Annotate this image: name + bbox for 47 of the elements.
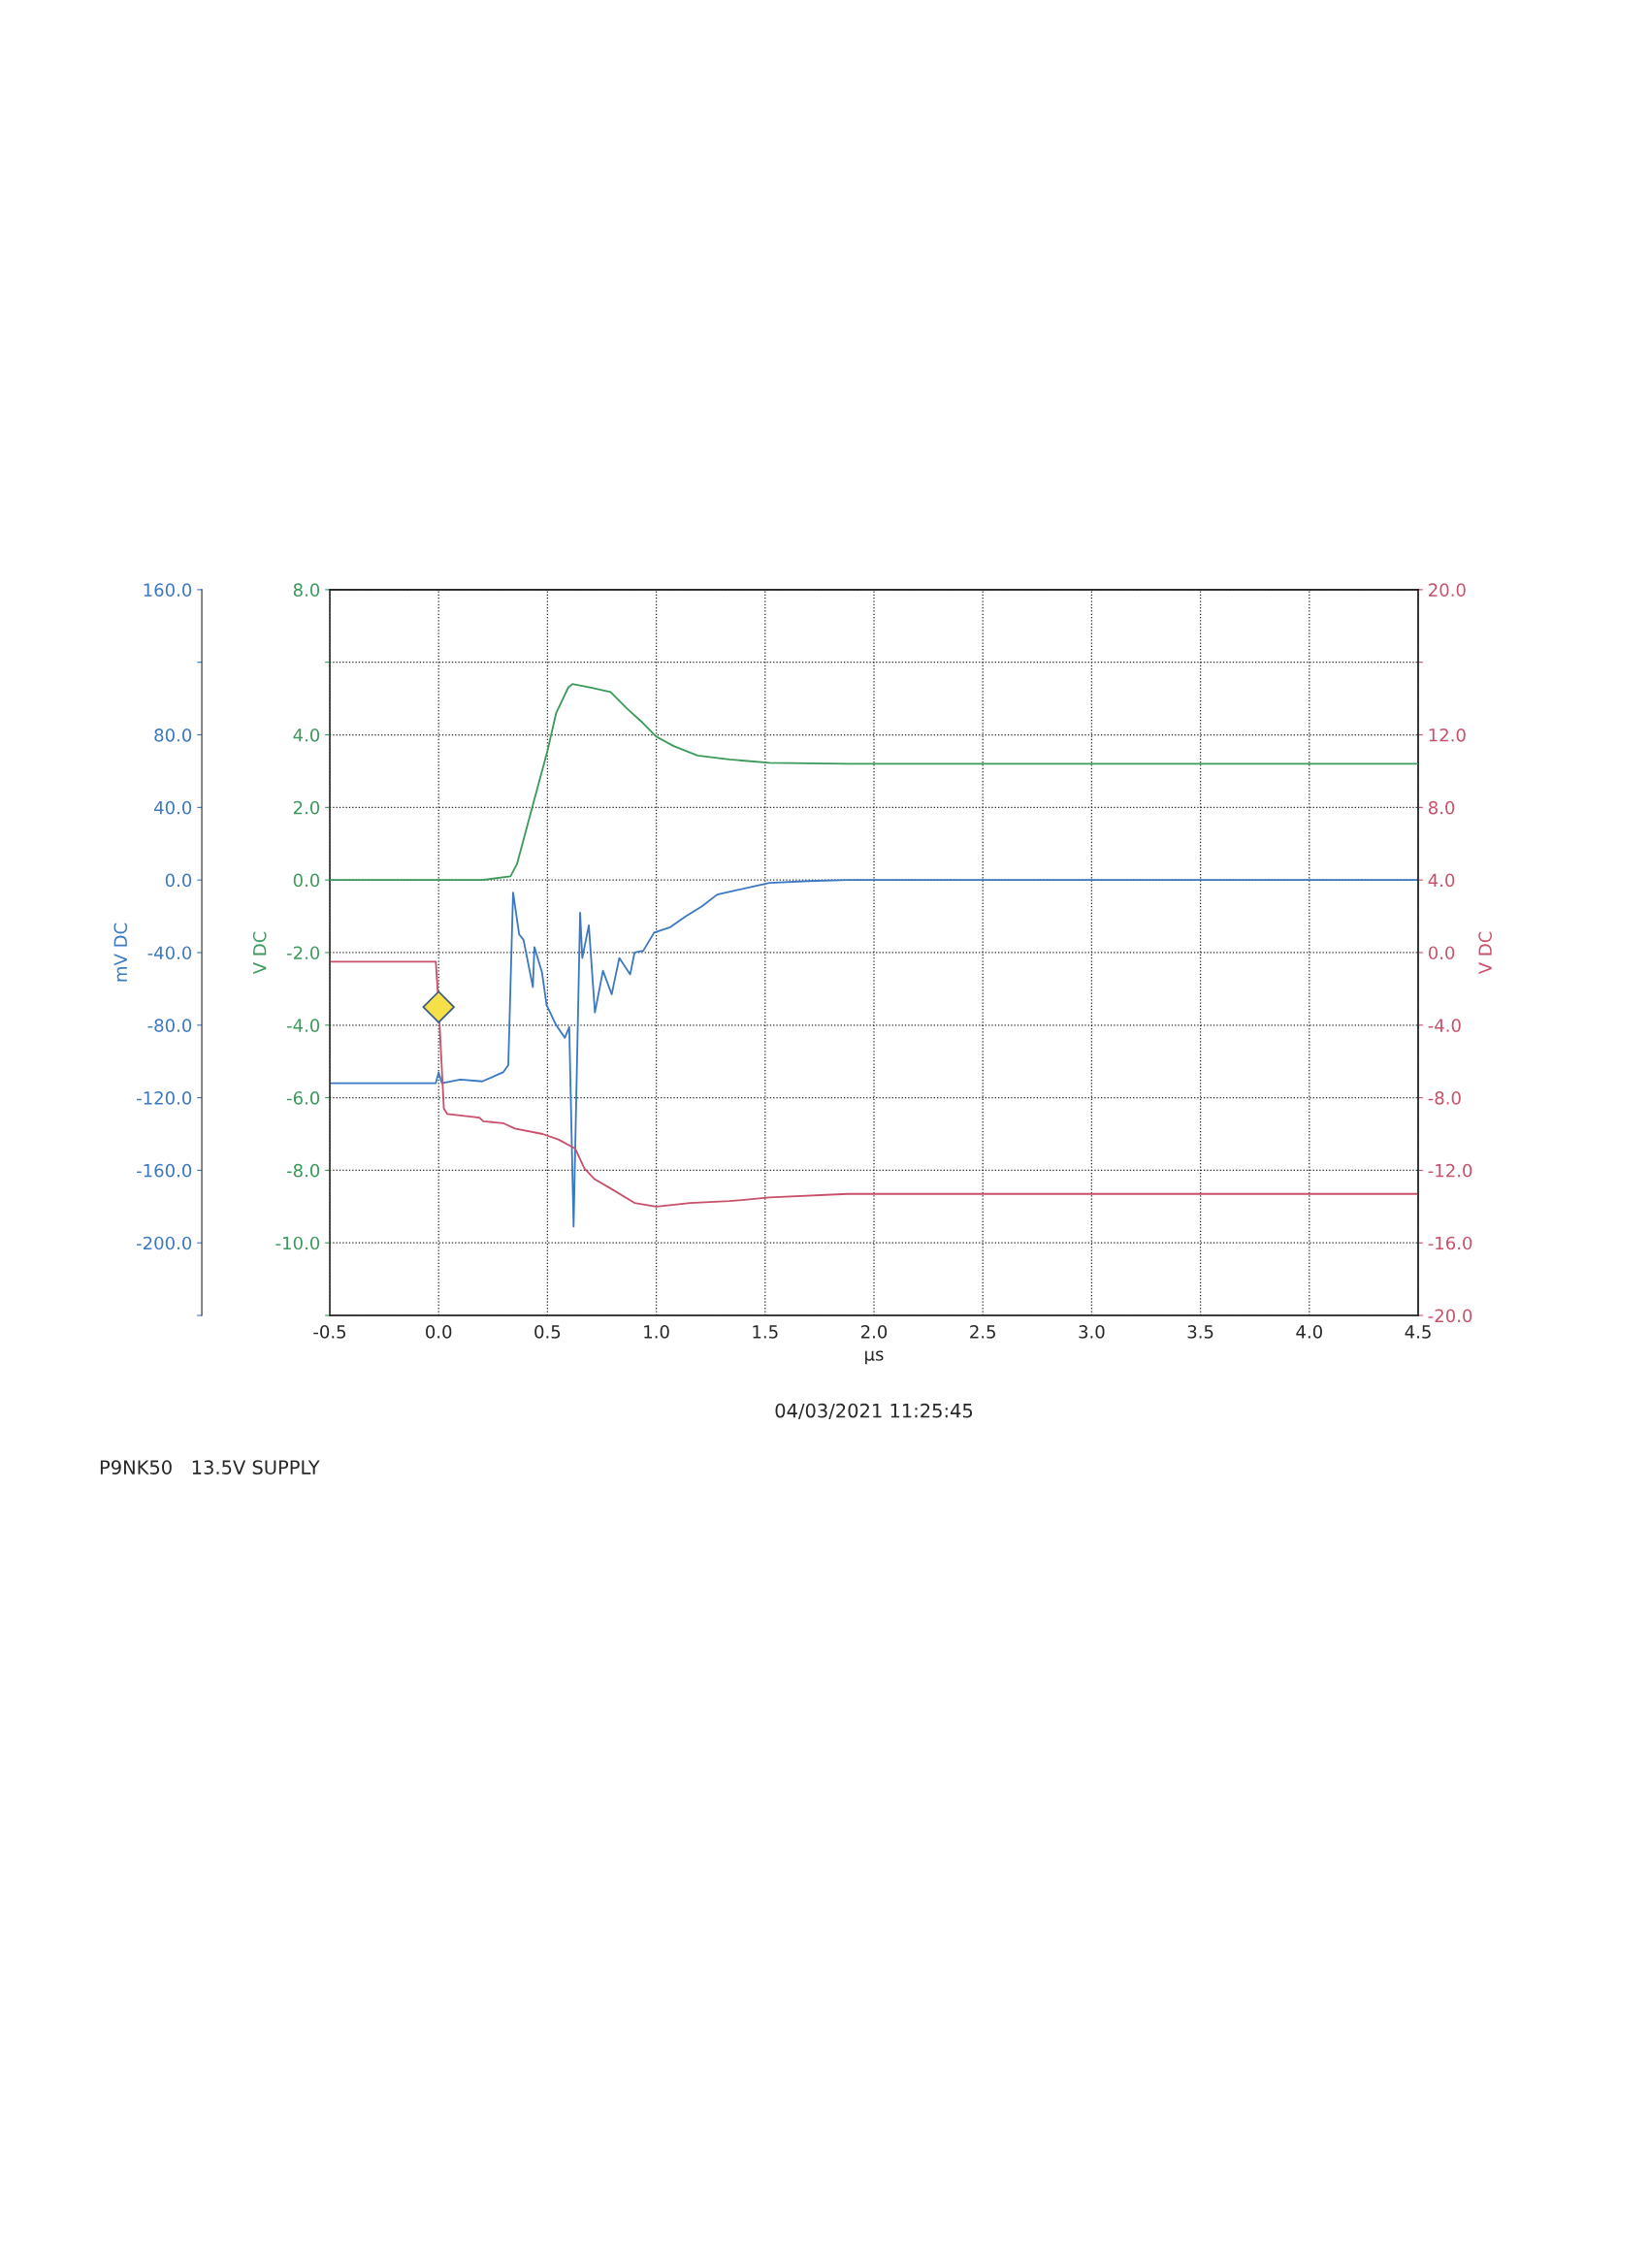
y2-tick-label: -4.0 [1428,1019,1461,1032]
y2-tick-label: 4.0 [1428,873,1455,888]
y3-tick-label: -2.0 [286,946,320,960]
y3-tick-label: -8.0 [286,1163,320,1178]
y3-tick-label: -10.0 [275,1236,320,1250]
y3-axis-title: V DC [252,931,267,975]
y2-tick-label: -16.0 [1428,1236,1472,1250]
y-tick-label: -160.0 [137,1163,192,1178]
y2-tick-label: -12.0 [1428,1163,1472,1178]
x-tick-label: 1.0 [644,1325,669,1339]
y2-tick-label: -8.0 [1428,1091,1461,1105]
y3-tick-label: -4.0 [286,1019,320,1032]
x-axis-title: µs [865,1350,884,1365]
y3-tick-label: 2.0 [293,800,320,815]
x-tick-label: 0.5 [534,1325,561,1339]
x-tick-label: 0.0 [426,1325,452,1339]
y3-tick-label: -6.0 [286,1091,320,1105]
line-series [330,960,1418,1208]
x-tick-label: 2.0 [860,1325,888,1339]
x-tick-label: 2.5 [970,1325,995,1339]
y-tick-label: 160.0 [144,583,192,597]
y-tick-label: 80.0 [154,728,192,742]
y2-axis-title: V DC [1478,931,1492,975]
x-tick-label: 3.5 [1187,1325,1213,1339]
y-tick-label: -80.0 [147,1019,192,1032]
y-tick-label: -40.0 [147,946,192,960]
x-tick-label: 1.5 [753,1325,778,1339]
y-tick-label: 40.0 [154,800,192,815]
text: 04/03/2021 11:25:45 [775,1403,973,1420]
y-axis-title: mV DC [113,923,128,982]
x-tick-label: -0.5 [313,1325,346,1339]
y-tick-label: -120.0 [137,1091,192,1105]
y-tick-label: -200.0 [137,1236,192,1250]
x-tick-label: 3.0 [1079,1325,1105,1339]
y-tick-label: 0.0 [165,873,192,888]
text: P9NK50 13.5V SUPPLY [100,1460,320,1474]
y3-tick-label: 4.0 [293,728,320,742]
y2-tick-label: 8.0 [1428,800,1455,815]
x-tick-label: 4.5 [1405,1325,1431,1339]
y2-tick-label: 0.0 [1428,946,1455,960]
y2-tick-label: -20.0 [1428,1309,1472,1323]
y3-tick-label: 8.0 [293,583,320,597]
y2-tick-label: 20.0 [1429,583,1466,597]
y3-tick-label: 0.0 [293,873,320,888]
x-tick-label: 4.0 [1296,1325,1322,1339]
line-series [330,879,1418,1228]
y2-tick-label: 12.0 [1429,728,1466,742]
